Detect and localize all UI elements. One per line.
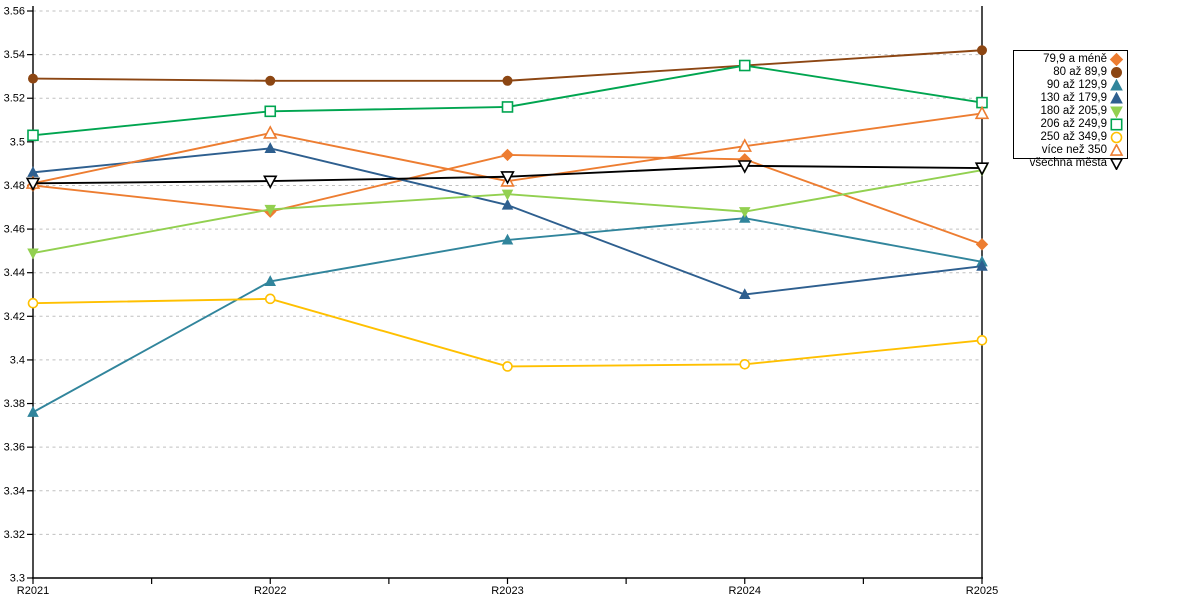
legend-marker-glyph: [1109, 53, 1124, 66]
series-marker: [501, 198, 514, 210]
y-tick-label: 3.36: [4, 442, 25, 454]
legend-label: všechna města: [1029, 156, 1107, 169]
y-tick-label: 3.44: [4, 267, 25, 279]
legend-marker-glyph: [1110, 92, 1123, 104]
legend-label: 130 až 179,9: [1040, 91, 1107, 104]
x-tick-label: R2024: [729, 585, 761, 597]
y-tick-label: 3.4: [10, 354, 25, 366]
legend-marker-triangle-down-icon: [1110, 106, 1123, 118]
y-tick-label: 3.34: [4, 485, 25, 497]
series-marker: [737, 138, 752, 152]
y-tick-label: 3.52: [4, 93, 25, 105]
legend-marker-square-icon: [1110, 118, 1123, 131]
legend-label: 250 až 349,9: [1040, 130, 1107, 143]
chart-legend: 79,9 a méně 80 až 89,9 90 až 129,9 130 až 1…: [1013, 50, 1128, 170]
series-marker: [738, 288, 751, 300]
series-marker: [974, 105, 990, 120]
series-marker: [264, 204, 277, 216]
series-marker: [738, 59, 751, 72]
series-marker: [501, 148, 514, 162]
legend-label: 79,9 a méně: [1043, 52, 1107, 65]
x-tick-label: R2025: [966, 585, 998, 597]
y-tick-label: 3.48: [4, 180, 25, 192]
legend-marker-glyph: [1110, 106, 1123, 118]
x-tick-label: R2022: [254, 585, 286, 597]
legend-marker-triangle-up-icon: [1110, 79, 1123, 91]
series-marker: [263, 125, 278, 139]
legend-item: více než 350: [1016, 144, 1124, 157]
legend-marker-triangle-up-icon: [1109, 144, 1124, 156]
legend-item: 79,9 a méně: [1016, 53, 1124, 66]
legend-item: 90 až 129,9: [1016, 79, 1124, 92]
y-tick-label: 3.38: [4, 398, 25, 410]
series-marker: [264, 105, 277, 118]
legend-marker-diamond-icon: [1109, 53, 1124, 66]
legend-label: více než 350: [1041, 143, 1107, 156]
series-marker: [976, 334, 988, 346]
series-marker: [25, 177, 41, 192]
series-marker: [974, 162, 990, 176]
y-tick-label: 3.3: [10, 573, 25, 585]
legend-label: 206 až 249,9: [1040, 117, 1107, 130]
legend-label: 90 až 129,9: [1046, 78, 1107, 91]
series-marker: [738, 207, 751, 218]
y-tick-label: 3.42: [4, 311, 25, 323]
series-marker: [500, 171, 515, 185]
series-marker: [502, 75, 513, 86]
legend-label: 80 až 89,9: [1053, 65, 1107, 78]
y-tick-label: 3.46: [4, 224, 25, 236]
legend-marker-triangle-up-icon: [1110, 92, 1123, 104]
series-marker: [501, 101, 514, 113]
legend-marker-glyph: [1109, 158, 1124, 170]
y-tick-label: 3.56: [4, 6, 25, 18]
x-tick-label: R2023: [491, 585, 523, 597]
series-marker: [27, 248, 39, 260]
legend-marker-triangle-down-icon: [1109, 158, 1124, 170]
legend-marker-glyph: [1110, 118, 1123, 131]
series-line: [32, 297, 983, 368]
series-marker: [737, 160, 752, 174]
legend-item: 80 až 89,9: [1016, 66, 1124, 79]
x-tick-label: R2021: [17, 585, 49, 597]
legend-marker-glyph: [1111, 67, 1122, 78]
y-tick-label: 3.54: [4, 49, 25, 61]
series-marker: [27, 297, 39, 309]
y-tick-label: 3.5: [10, 136, 25, 148]
legend-marker-circle-icon: [1111, 67, 1122, 78]
series-marker: [264, 293, 276, 305]
series-marker: [264, 275, 277, 286]
series-marker: [977, 45, 987, 56]
series-marker: [975, 238, 989, 251]
legend-label: 180 až 205,9: [1040, 104, 1107, 117]
series-marker: [265, 75, 276, 86]
legend-marker-glyph: [1110, 131, 1123, 144]
legend-marker-glyph: [1109, 144, 1124, 156]
series-marker: [501, 233, 514, 245]
series-marker: [27, 406, 39, 417]
series-marker: [28, 73, 38, 84]
legend-item: všechna města: [1016, 157, 1124, 170]
legend-item: 206 až 249,9: [1016, 118, 1124, 131]
series-line: [32, 217, 983, 414]
series-marker: [739, 358, 751, 370]
legend-item: 250 až 349,9: [1016, 131, 1124, 144]
legend-marker-glyph: [1110, 79, 1123, 91]
legend-item: 130 až 179,9: [1016, 92, 1124, 105]
series-marker: [264, 142, 277, 153]
y-tick-label: 3.32: [4, 529, 25, 541]
series-marker: [976, 259, 988, 271]
series-marker: [501, 189, 514, 201]
series-marker: [502, 361, 513, 372]
series-marker: [263, 175, 278, 189]
series-marker: [27, 129, 39, 142]
legend-item: 180 až 205,9: [1016, 105, 1124, 118]
legend-marker-circle-icon: [1110, 131, 1123, 144]
